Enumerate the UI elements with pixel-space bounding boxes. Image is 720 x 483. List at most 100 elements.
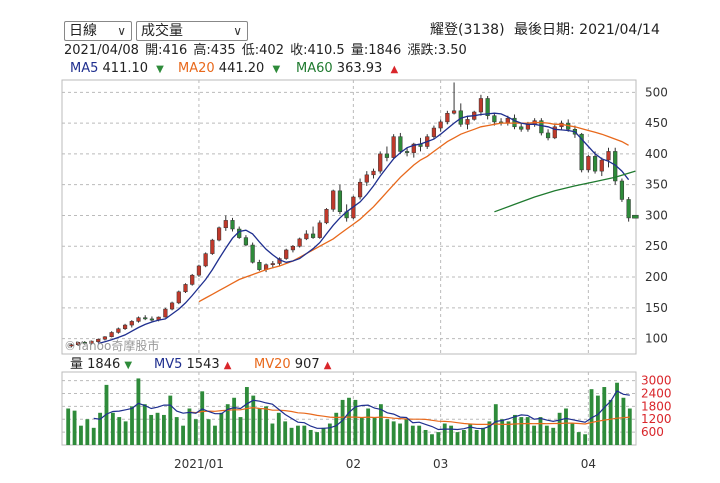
volume-bar (449, 425, 454, 445)
volume-bar (327, 423, 332, 445)
volume-bar (551, 427, 556, 445)
ma20-legend: MA20 441.20 ▼ (178, 61, 280, 78)
candle-body (270, 263, 275, 265)
volume-bar (602, 387, 607, 445)
volume-bar (117, 417, 122, 445)
x-tick-label: 2021/01 (174, 457, 224, 471)
volume-bar (506, 421, 511, 445)
candle-body (411, 143, 416, 153)
volume-bar (193, 419, 198, 445)
price-tick-label: 200 (645, 270, 668, 284)
volume-bar (123, 421, 128, 445)
volume-bar (244, 387, 249, 445)
ma60-line (494, 170, 636, 213)
arrow-up-icon: ▲ (223, 360, 232, 371)
candle-body (196, 265, 202, 276)
candle-body (331, 190, 336, 210)
period-select[interactable]: 日線 ∨ (64, 21, 132, 41)
arrow-down-icon: ▼ (156, 64, 164, 75)
candle-body (290, 245, 296, 251)
last-price-marker (632, 214, 639, 219)
ma60-value: 363.93 (336, 61, 383, 76)
ma5-line (98, 112, 630, 345)
candle-body (102, 336, 108, 340)
quote-high: 高:435 (193, 43, 236, 58)
candle-body (149, 318, 155, 321)
volume-bar (168, 395, 173, 445)
candle-body (431, 127, 437, 137)
volume-bar (264, 406, 268, 445)
volume-bar (538, 417, 543, 445)
candle-body (492, 115, 497, 123)
price-tick-label: 250 (645, 239, 668, 253)
candle-body (143, 317, 148, 320)
volume-bar (372, 417, 377, 445)
volume-bar (308, 429, 313, 445)
volume-bar (583, 434, 588, 445)
volume-bar (72, 410, 77, 445)
volume-bar (513, 414, 517, 445)
candle-body (485, 98, 490, 116)
chevron-down-icon: ∨ (117, 24, 126, 38)
volume-bar (200, 391, 205, 445)
volume-bar (455, 432, 460, 445)
volume-bar (136, 378, 141, 445)
volume-bar (595, 395, 600, 445)
price-tick-label: 450 (645, 116, 668, 130)
volume-bar (557, 412, 562, 445)
last-date: 最後日期: 2021/04/14 (514, 22, 660, 38)
volume-tick-label: 3000 (641, 374, 672, 388)
mv5-label: MV5 (154, 357, 183, 372)
volume-bar (91, 427, 96, 445)
candle-body (505, 117, 510, 124)
price-tick-label: 400 (645, 147, 668, 161)
volume-bar (359, 417, 364, 445)
volume-bar (576, 432, 581, 445)
volume-bar (187, 408, 192, 445)
volume-bar (366, 408, 371, 445)
volume-bar (500, 419, 505, 445)
ma5-legend: MA5 411.10 ▼ (70, 61, 164, 78)
volume-bar (621, 397, 626, 445)
volume-bar (155, 412, 160, 445)
indicator-select[interactable]: 成交量 ∨ (136, 21, 248, 41)
candle-body (69, 344, 74, 347)
candle-body (163, 308, 168, 318)
volume-bar (340, 399, 345, 445)
price-tick-label: 150 (645, 301, 668, 315)
price-plot-frame (61, 79, 637, 355)
candle-body (284, 249, 289, 259)
candle-body (324, 209, 329, 224)
vol-value: 1846 (87, 357, 121, 372)
quote-open: 開:416 (145, 43, 188, 58)
quote-date: 2021/04/08 (64, 43, 139, 58)
volume-bar (174, 417, 179, 445)
volume-bar (315, 432, 320, 445)
volume-tick-label: 2400 (641, 386, 672, 400)
volume-bar (321, 427, 326, 445)
candle-body (257, 262, 262, 270)
candle-body (250, 244, 255, 263)
candle-body (176, 291, 181, 304)
candle-body (398, 136, 403, 152)
candle-body (129, 321, 134, 326)
quote-low: 低:402 (241, 43, 284, 58)
ma60-label: MA60 (296, 61, 333, 76)
volume-bar (398, 423, 402, 445)
candle-body (592, 156, 598, 172)
volume-bar (347, 397, 351, 445)
mv20-label: MV20 (254, 357, 291, 372)
mv5-line (93, 390, 630, 431)
volume-bar (219, 412, 224, 445)
candle-body (75, 342, 81, 346)
candle-body (230, 220, 235, 230)
volume-bar (353, 399, 358, 445)
volume-bar (270, 423, 275, 445)
volume-bar (251, 395, 256, 445)
volume-bar (98, 412, 103, 445)
arrow-down-icon: ▼ (272, 64, 281, 75)
candle-body (136, 317, 141, 322)
volume-bar (79, 425, 83, 445)
volume-bar (608, 399, 613, 445)
